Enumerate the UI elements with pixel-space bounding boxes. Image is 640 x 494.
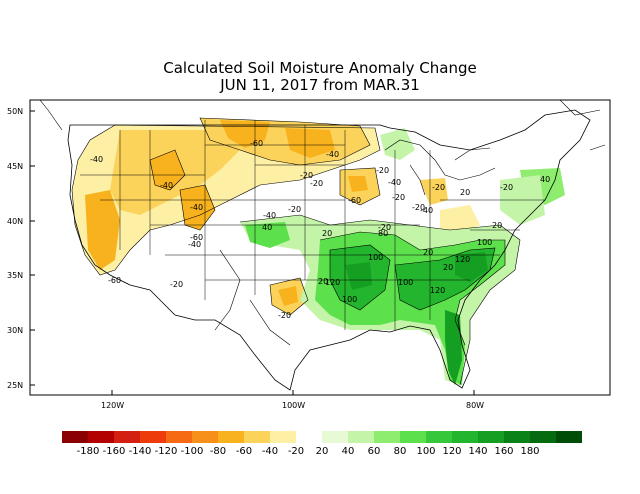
- map-title: Calculated Soil Moisture Anomaly Change: [163, 59, 477, 77]
- contour-label: 40: [540, 175, 550, 184]
- longitude-ticks: [111, 390, 475, 395]
- legend-swatch: [478, 431, 505, 443]
- lat-label: 30N: [7, 326, 23, 335]
- lat-label: 40N: [7, 217, 23, 226]
- legend-label: 100: [416, 446, 436, 457]
- lat-label: 45N: [7, 162, 23, 171]
- contour-label: 40: [262, 223, 272, 232]
- legend-label: -100: [180, 446, 204, 457]
- contour-label: 100: [398, 278, 413, 287]
- legend-label: 40: [341, 446, 355, 457]
- contour-label: -20: [300, 171, 313, 180]
- contour-label: -40: [90, 155, 103, 164]
- latitude-labels: 50N 45N 40N 35N 30N 25N: [7, 107, 23, 390]
- canada-coast: [39, 100, 606, 151]
- contour-label: -20: [392, 193, 405, 202]
- legend-swatch: [192, 431, 219, 443]
- contour-label: 20: [460, 188, 470, 197]
- contour-label: 120: [325, 278, 340, 287]
- contour-label: -20: [170, 280, 183, 289]
- legend-label: -80: [209, 446, 227, 457]
- legend-label: 120: [442, 446, 462, 457]
- contour-label: -60: [348, 196, 361, 205]
- contour-label: -40: [420, 206, 433, 215]
- contour-label: -20: [500, 183, 513, 192]
- legend-label: 80: [393, 446, 407, 457]
- contour-label: -40: [263, 211, 276, 220]
- lon-label: 120W: [101, 401, 124, 410]
- legend-swatch: [218, 431, 245, 443]
- legend-swatch: [62, 431, 89, 443]
- lat-label: 25N: [7, 381, 23, 390]
- contour-label: -60: [190, 233, 203, 242]
- lat-label: 50N: [7, 107, 23, 116]
- contour-label: 20: [322, 229, 332, 238]
- contour-label: -40: [388, 178, 401, 187]
- legend-swatch: [166, 431, 193, 443]
- us-outline: [67, 109, 591, 391]
- contour-label: -60: [108, 276, 121, 285]
- contour-label: -20: [288, 205, 301, 214]
- legend-swatch: [322, 431, 349, 443]
- contour-label: 80: [378, 229, 388, 238]
- contour-label: -60: [250, 139, 263, 148]
- contour-label: 20: [443, 263, 453, 272]
- state-boundaries: [80, 120, 545, 330]
- contour-label: -40: [188, 240, 201, 249]
- legend-swatch: [348, 431, 375, 443]
- lon-label: 100W: [282, 401, 305, 410]
- legend-swatch: [296, 431, 323, 443]
- legend-swatch: [504, 431, 531, 443]
- legend-label: 60: [367, 446, 381, 457]
- legend-label: -40: [261, 446, 279, 457]
- legend-label: 20: [315, 446, 329, 457]
- contour-label: -40: [326, 150, 339, 159]
- contour-value-labels: -40 -60 -40 -40 -20 -20 -40 -60 -20 -40 …: [90, 139, 550, 320]
- contour-label: 100: [368, 253, 383, 262]
- legend-swatch: [140, 431, 167, 443]
- lon-label: 80W: [466, 401, 484, 410]
- legend-swatch: [400, 431, 427, 443]
- legend-label: 180: [520, 446, 540, 457]
- contour-label: -20: [310, 179, 323, 188]
- legend-swatch: [88, 431, 115, 443]
- legend-swatch: [244, 431, 271, 443]
- contour-label: -40: [160, 181, 173, 190]
- legend-swatch: [270, 431, 297, 443]
- map-subtitle: JUN 11, 2017 from MAR.31: [220, 76, 420, 94]
- legend-label: -20: [287, 446, 305, 457]
- contour-label: 120: [455, 255, 470, 264]
- longitude-labels: 120W 100W 80W: [101, 401, 484, 410]
- color-legend: [62, 431, 582, 443]
- legend-label: -180: [76, 446, 100, 457]
- contour-label: 120: [430, 286, 445, 295]
- legend-swatch: [374, 431, 401, 443]
- legend-label: -140: [128, 446, 152, 457]
- contour-label: -40: [190, 203, 203, 212]
- lat-label: 35N: [7, 271, 23, 280]
- legend-swatch: [556, 431, 582, 443]
- latitude-ticks: [30, 110, 35, 386]
- contour-label: -20: [432, 183, 445, 192]
- contour-label: -20: [278, 311, 291, 320]
- contour-label: 100: [477, 238, 492, 247]
- legend-swatch: [452, 431, 479, 443]
- legend-label: -120: [154, 446, 178, 457]
- great-lakes: [384, 139, 496, 196]
- contour-label: -20: [376, 166, 389, 175]
- legend-label: -60: [235, 446, 253, 457]
- contour-label: 20: [423, 248, 433, 257]
- legend-swatch: [114, 431, 141, 443]
- legend-swatch: [530, 431, 557, 443]
- contour-label: 20: [492, 221, 502, 230]
- contour-label: 100: [342, 295, 357, 304]
- legend-label: 140: [468, 446, 488, 457]
- legend-label: 160: [494, 446, 514, 457]
- legend-label: -160: [102, 446, 126, 457]
- contour-label: -20: [378, 223, 391, 232]
- contour-label: -20: [412, 203, 425, 212]
- legend-swatch: [426, 431, 453, 443]
- contour-label: 20: [318, 277, 328, 286]
